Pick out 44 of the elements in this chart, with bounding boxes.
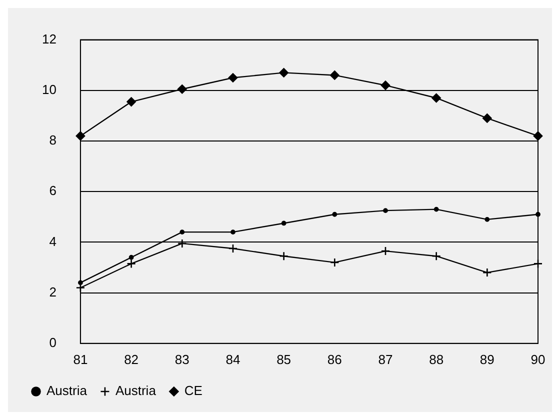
x-tick-label: 81 [73, 352, 88, 367]
y-tick-label: 2 [49, 284, 56, 300]
x-tick-label: 82 [124, 352, 139, 367]
y-tick-label: 0 [49, 334, 56, 350]
point [177, 238, 187, 248]
point [180, 230, 185, 235]
point [380, 80, 390, 90]
y-tick-label: 8 [49, 132, 56, 148]
point [279, 251, 288, 261]
point [330, 70, 340, 80]
legend-label: Austria [115, 383, 157, 398]
point [332, 212, 338, 217]
point [228, 244, 238, 254]
point [128, 254, 134, 260]
y-tick-label: 6 [49, 183, 56, 198]
point [279, 68, 288, 78]
legend-label: CE [184, 383, 203, 398]
x-tick-label: 90 [530, 352, 546, 367]
x-tick-label: 85 [276, 352, 292, 367]
legend-label: Austria [46, 383, 88, 398]
point [432, 251, 441, 261]
point [434, 206, 439, 212]
point [230, 230, 236, 235]
point [126, 97, 136, 106]
point [228, 73, 238, 82]
x-tick-label: 84 [226, 352, 240, 367]
point [484, 216, 490, 222]
y-tick-label: 12 [42, 31, 56, 46]
point [482, 114, 492, 123]
x-tick-label: 88 [429, 352, 444, 367]
point [330, 258, 340, 268]
y-tick-label: 4 [49, 234, 56, 249]
x-tick-label: 87 [378, 352, 393, 367]
x-tick-label: 86 [327, 352, 342, 367]
y-tick-label: 10 [42, 82, 56, 97]
point [380, 246, 390, 256]
x-tick-label: 83 [174, 352, 190, 367]
point [177, 84, 187, 94]
point [281, 220, 286, 226]
point [383, 208, 388, 214]
point [482, 268, 492, 278]
x-tick-label: 89 [480, 352, 494, 367]
point [432, 93, 441, 103]
point [126, 259, 136, 268]
